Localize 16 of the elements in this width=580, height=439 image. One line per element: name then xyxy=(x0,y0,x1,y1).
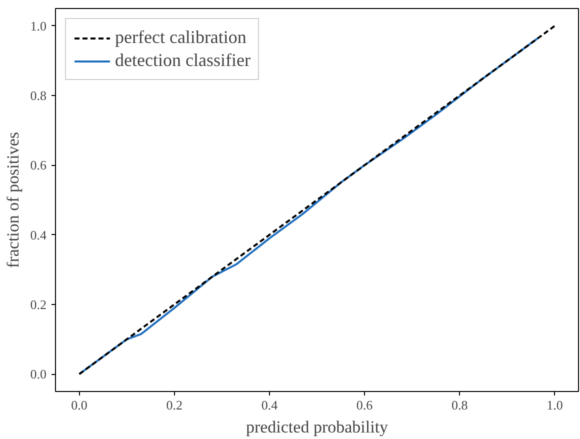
x-tick-label: 0.4 xyxy=(261,398,278,412)
y-tick-label: 0.8 xyxy=(30,88,46,104)
x-tick-label: 0.6 xyxy=(356,398,374,412)
x-tick-label: 0.8 xyxy=(452,398,468,412)
y-tick-label: 0.2 xyxy=(30,296,46,312)
y-tick-label: 0.0 xyxy=(30,366,46,382)
y-tick-label: 0.6 xyxy=(30,158,47,173)
legend-label: detection classifier xyxy=(115,50,250,71)
x-tick-label: 1.0 xyxy=(546,398,563,412)
legend-label: perfect calibration xyxy=(115,27,246,48)
y-axis-title: fraction of positives xyxy=(3,132,22,268)
x-tick-label: 0.0 xyxy=(71,398,88,412)
y-tick-label: 1.0 xyxy=(30,18,46,34)
x-axis-title: predicted probability xyxy=(246,418,389,436)
y-tick-label: 0.4 xyxy=(30,227,47,242)
x-tick-label: 0.2 xyxy=(166,398,182,412)
